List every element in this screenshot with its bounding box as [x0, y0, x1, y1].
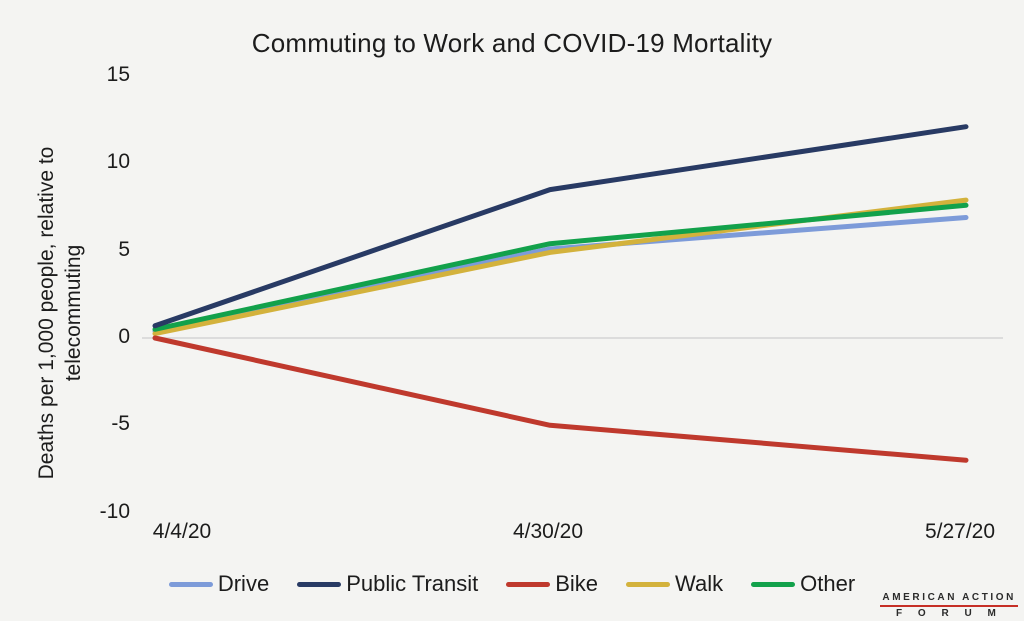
legend-label: Other — [800, 571, 856, 596]
legend-label: Bike — [555, 571, 599, 596]
legend-swatch-icon — [168, 581, 213, 587]
y-tick-label: 0 — [118, 325, 130, 348]
y-tick-label: 10 — [106, 150, 130, 174]
legend-item-drive: Drive — [168, 571, 270, 597]
y-tick-label: 15 — [106, 63, 130, 87]
legend-item-other: Other — [751, 571, 855, 597]
y-tick-label: -5 — [111, 412, 130, 436]
series-line-bike — [152, 335, 969, 463]
chart-title: Commuting to Work and COVID-19 Mortality — [251, 28, 773, 58]
legend: Drive Public Transit Bike Walk Other — [0, 571, 1024, 597]
y-tick-label: -10 — [99, 499, 130, 523]
legend-swatch-icon — [506, 581, 551, 587]
y-axis-title-line1: Deaths per 1,000 people, relative to — [35, 146, 58, 480]
legend-item-walk: Walk — [626, 571, 723, 597]
legend-swatch-icon — [626, 581, 671, 587]
y-tick-label: 5 — [118, 237, 130, 261]
x-tick-label: 4/30/20 — [512, 520, 584, 543]
legend-item-public-transit: Public Transit — [297, 571, 478, 597]
series-line-public-transit — [152, 124, 969, 329]
x-tick-label: 4/4/20 — [152, 520, 212, 543]
logo-text-top: AMERICAN ACTION — [880, 592, 1018, 607]
legend-swatch-icon — [751, 581, 796, 587]
legend-label: Drive — [217, 571, 270, 596]
logo-text-bottom: F O R U M — [896, 608, 1003, 619]
series-line-walk — [152, 197, 969, 337]
american-action-forum-logo: AMERICAN ACTION F O R U M — [880, 592, 1018, 619]
legend-swatch-icon — [297, 581, 342, 587]
series-line-other — [152, 202, 969, 332]
series-line-drive — [152, 215, 969, 334]
legend-label: Public Transit — [346, 571, 479, 596]
x-tick-label: 5/27/20 — [924, 520, 996, 543]
legend-item-bike: Bike — [506, 571, 598, 597]
legend-label: Walk — [675, 571, 724, 596]
